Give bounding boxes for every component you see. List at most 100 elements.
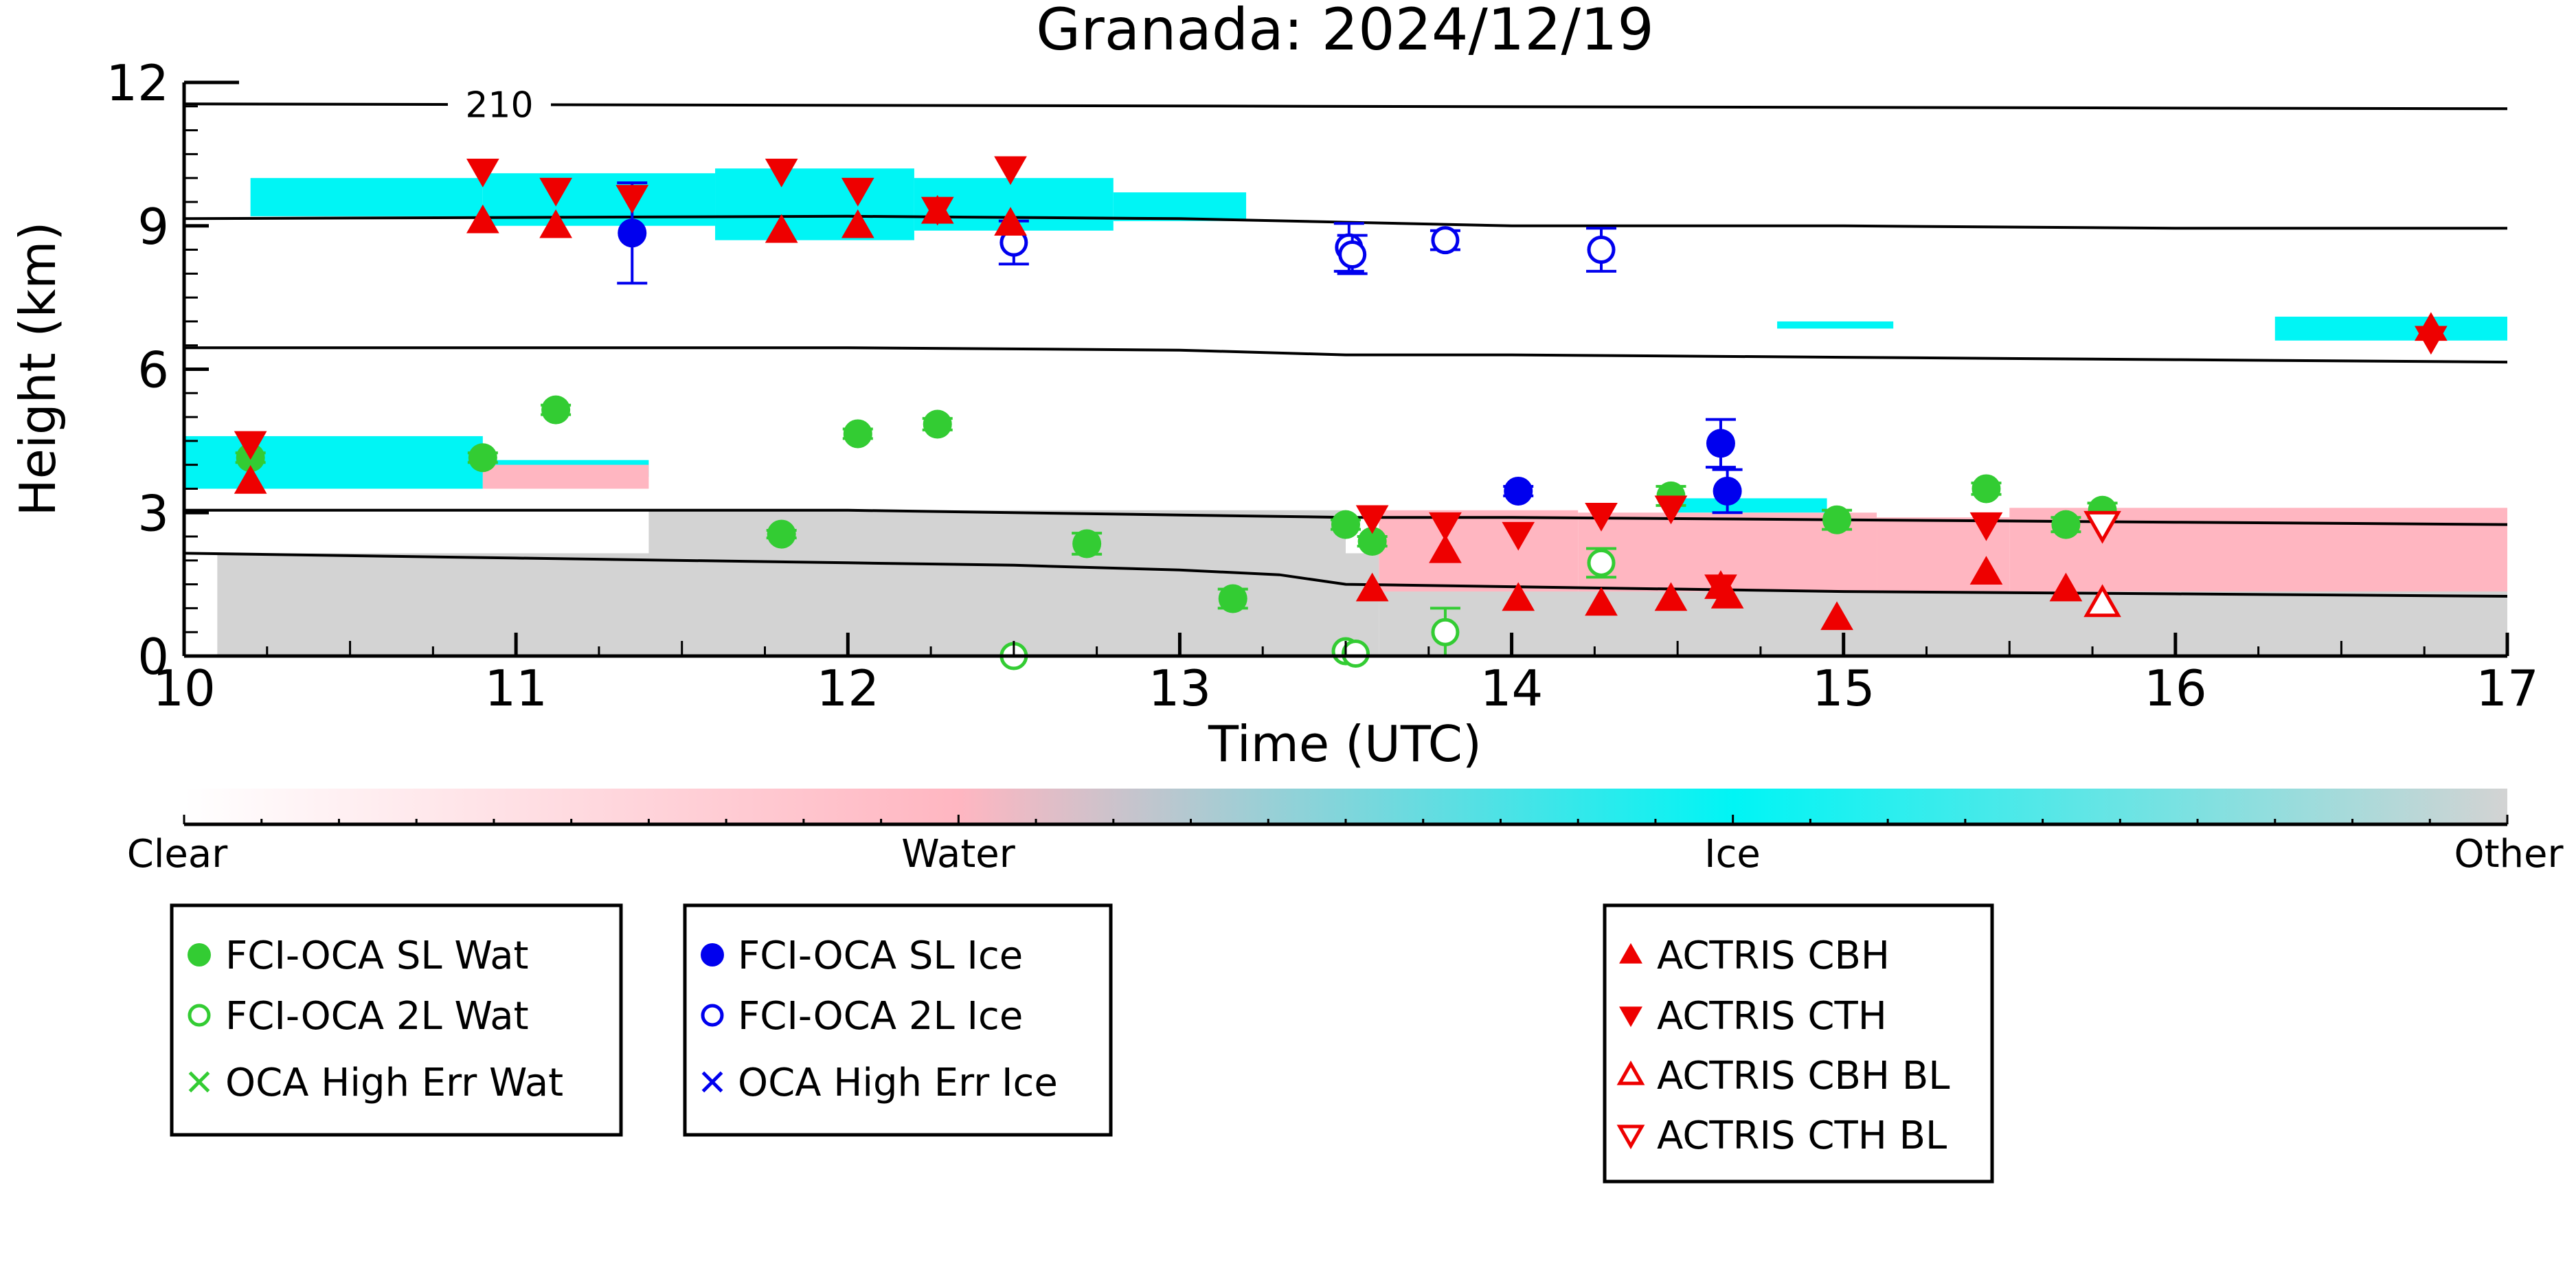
region-ice-6 [2274, 316, 2507, 341]
legend-label-2l-wat: FCI-OCA 2L Wat [225, 994, 529, 1039]
legend-box-actris [1603, 903, 1994, 1184]
x-tick-label-14: 14 [1480, 659, 1544, 717]
actris-cth-point-10 [1502, 521, 1535, 551]
fci-oca-2l-ice-point-3 [1431, 226, 1460, 255]
actris-cbh-point-15 [1969, 556, 2003, 585]
legends: FCI-OCA SL Wat FCI-OCA 2L Wat OCA High E… [170, 903, 1994, 1184]
legend-label-higherr-ice: OCA High Err Ice [738, 1061, 1058, 1105]
x-tick-label-15: 15 [1812, 659, 1875, 717]
legend-label-cth: ACTRIS CTH [1657, 994, 1887, 1039]
actris-cth-point-6 [920, 196, 954, 226]
colorbar-label-other: Other [2454, 832, 2564, 877]
x-ticks: 10 11 12 13 14 15 16 17 [152, 633, 2539, 717]
legend-symbol-fci-oca-2l-ice [701, 1004, 724, 1027]
y-axis-label: Height (km) [9, 222, 67, 517]
x-tick-label-13: 13 [1149, 659, 1212, 717]
legend-label-2l-ice: FCI-OCA 2L Ice [738, 994, 1023, 1039]
colorbar-ticks [183, 815, 2509, 824]
legend-label-cbh-bl: ACTRIS CBH BL [1657, 1054, 1950, 1098]
reference-line-2 [184, 346, 2507, 364]
legend-symbol-actris-cth [1619, 1006, 1642, 1028]
fci-oca-sl-ice-point-0 [618, 218, 647, 248]
legend-symbol-actris-cbh-bl [1616, 1060, 1645, 1085]
colorbar-label-ice: Ice [1704, 832, 1761, 877]
reference-line-4 [184, 552, 2507, 598]
actris-cbh-point-2 [539, 209, 572, 238]
region-other-15 [217, 553, 1379, 656]
fci-oca-sl-wat-point-5 [923, 409, 952, 439]
actris-cbh-point-1 [466, 204, 499, 234]
fci-oca-2l-wat-point-2 [1341, 640, 1370, 668]
cloud-mask-regions [184, 168, 2507, 656]
y-ticks: 0 3 6 9 12 [106, 54, 209, 686]
colorbar-gradient [184, 789, 2507, 824]
actris-cth-point-7 [994, 156, 1027, 185]
actris-cth-point-9 [1429, 512, 1462, 541]
legend-box-water [170, 903, 623, 1137]
legend-symbol-oca-high-err-ice [701, 1071, 723, 1093]
reference-line-label: 210 [465, 84, 533, 126]
colorbar-label-clear: Clear [127, 832, 228, 877]
data-markers [234, 156, 2448, 670]
fci-oca-sl-ice-point-2 [1706, 429, 1735, 458]
actris-cbh-point-6 [994, 207, 1027, 236]
fci-oca-sl-wat-point-3 [767, 519, 796, 549]
region-ice-7 [184, 436, 483, 489]
actris-cth-point-3 [615, 185, 649, 214]
actris-cth-bl-point-0 [2083, 510, 2121, 544]
actris-cth-point-12 [1654, 495, 1688, 525]
reference-line-1 [184, 214, 2507, 230]
legend-symbols [188, 942, 1645, 1150]
legend-box-ice [683, 903, 1113, 1137]
fci-oca-sl-wat-point-1 [468, 443, 497, 473]
legend-symbol-oca-high-err-ice-b [701, 1071, 723, 1093]
actris-cth-point-8 [1355, 505, 1389, 534]
actris-cbh-point-14 [1820, 601, 1853, 631]
legend-label-higherr-wat: OCA High Err Wat [225, 1061, 563, 1105]
x-tick-label-11: 11 [484, 659, 547, 717]
y-tick-label-6: 6 [137, 341, 169, 399]
actris-cbh-point-3 [765, 214, 798, 243]
fci-oca-sl-wat-point-13 [2051, 510, 2081, 539]
actris-cbh-point-10 [1585, 587, 1618, 616]
actris-cth-point-5 [841, 177, 874, 207]
region-ice-5 [1777, 321, 1894, 329]
legend-symbol-actris-cbh [1619, 942, 1642, 964]
legend-symbol-fci-oca-sl-ice [701, 943, 724, 967]
legend-symbol-actris-cth-bl [1616, 1125, 1645, 1150]
x-tick-label-12: 12 [816, 659, 879, 717]
actris-cth-point-1 [466, 158, 499, 188]
axes: 10 11 12 13 14 15 16 17 0 3 6 9 12 [106, 54, 2538, 717]
fci-oca-sl-ice-point-1 [1504, 476, 1533, 506]
fci-oca-sl-ice-point-3 [1713, 476, 1742, 506]
fci-oca-sl-wat-point-2 [541, 395, 571, 425]
x-axis-label: Time (UTC) [1208, 715, 1482, 773]
fci-oca-sl-wat-point-6 [1072, 529, 1102, 558]
x-tick-label-17: 17 [2476, 659, 2539, 717]
actris-cbh-point-8 [1429, 534, 1462, 563]
y-tick-label-0: 0 [137, 628, 169, 686]
region-other-16 [648, 510, 1346, 561]
actris-cth-point-13 [1704, 574, 1737, 604]
legend-label-sl-ice: FCI-OCA SL Ice [738, 934, 1023, 978]
actris-cth-point-15 [2415, 326, 2448, 355]
region-other-17 [1379, 591, 2507, 656]
fci-oca-2l-ice-point-2 [1338, 240, 1367, 269]
region-ice-9 [1677, 498, 1827, 513]
colorbar-label-water: Water [901, 832, 1016, 877]
reference-line-0 [184, 102, 2507, 111]
legend-symbol-fci-oca-sl-wat [188, 943, 211, 967]
actris-cbh-point-7 [1355, 572, 1389, 602]
fci-oca-sl-wat-point-9 [1357, 527, 1387, 556]
colorbar: Clear Water Ice Other [127, 789, 2564, 877]
legend-symbol-oca-high-err-wat-b [188, 1071, 210, 1093]
actris-cth-point-0 [234, 431, 267, 460]
legend-label-cth-bl: ACTRIS CTH BL [1657, 1114, 1947, 1158]
region-ice-4 [1113, 192, 1247, 221]
legend-label-sl-wat: FCI-OCA SL Wat [225, 934, 529, 978]
fci-oca-2l-wat-point-4 [1587, 548, 1616, 577]
actris-cth-point-11 [1585, 502, 1618, 532]
x-tick-label-10: 10 [152, 659, 216, 717]
fci-oca-2l-ice-point-4 [1587, 236, 1616, 264]
